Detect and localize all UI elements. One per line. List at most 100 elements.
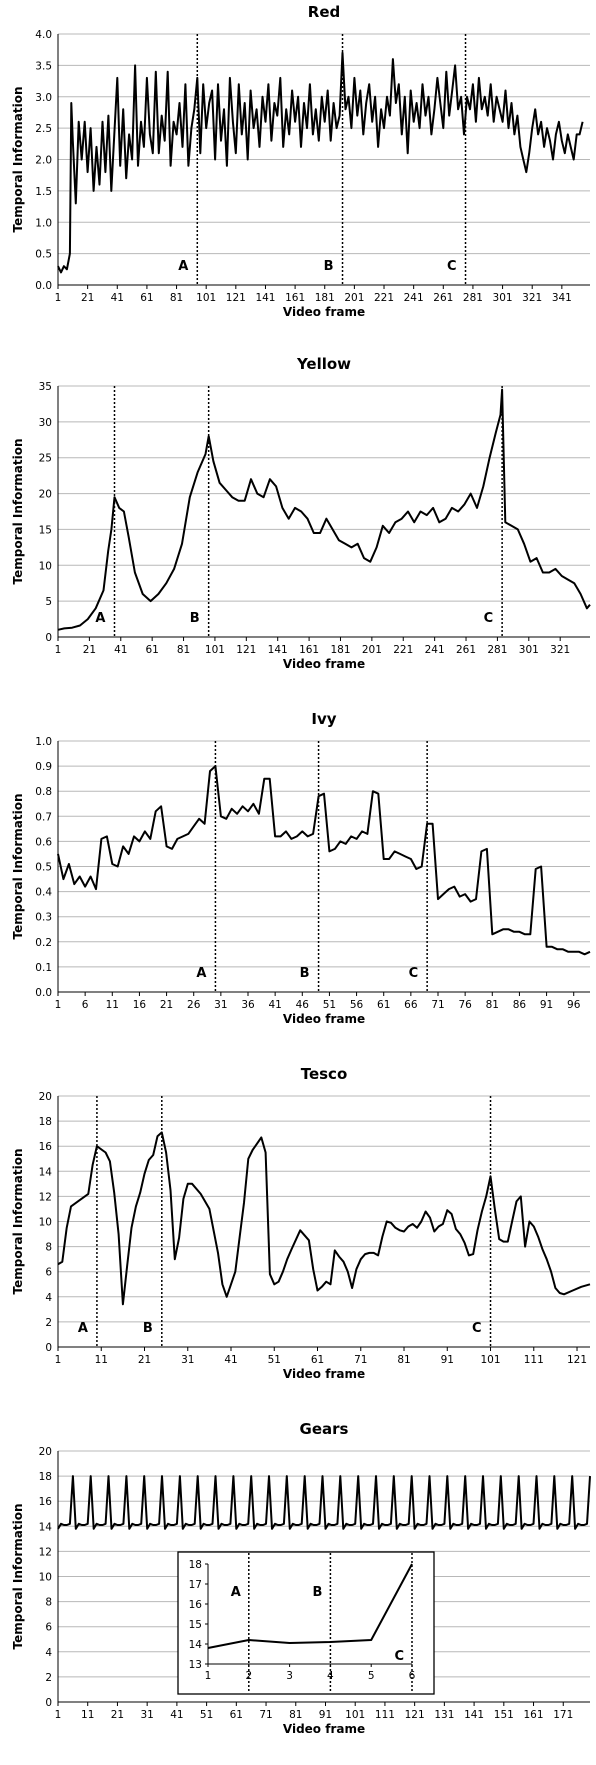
chart-2-xtick: 66 xyxy=(404,999,418,1011)
chart-0-xtick: 101 xyxy=(196,292,216,304)
chart-2-xtick: 26 xyxy=(187,999,201,1011)
chart-0-ytick: 2.0 xyxy=(35,155,52,167)
chart-2-xtick: 61 xyxy=(377,999,390,1011)
chart-1-ytick: 20 xyxy=(39,489,52,501)
chart-4-inset-xtick: 5 xyxy=(368,1670,375,1682)
chart-0-ytick: 1.0 xyxy=(35,217,52,229)
chart-1-series-line xyxy=(57,388,591,631)
chart-2-ytick: 0.4 xyxy=(35,887,52,899)
chart-4-inset-marker-b: B xyxy=(312,1585,322,1600)
chart-0-xtick: 21 xyxy=(81,292,94,304)
chart-2-marker-c: C xyxy=(409,966,419,981)
chart-0-xtick: 161 xyxy=(285,292,305,304)
chart-4-ytick: 14 xyxy=(39,1521,53,1533)
chart-2-ytick: 0.3 xyxy=(35,912,52,924)
chart-1-xtick: 101 xyxy=(205,644,225,656)
chart-3-ytick: 4 xyxy=(45,1292,52,1304)
chart-0-xtick: 181 xyxy=(315,292,335,304)
chart-1-xtick: 141 xyxy=(268,644,288,656)
chart-4-xtick: 131 xyxy=(434,1709,454,1721)
chart-4-ytick: 4 xyxy=(45,1647,52,1659)
chart-1-xlabel: Video frame xyxy=(283,657,365,671)
chart-2-xlabel: Video frame xyxy=(283,1012,365,1026)
chart-2-marker-b: B xyxy=(300,966,310,981)
chart-0-xtick: 81 xyxy=(170,292,183,304)
chart-4-xtick: 81 xyxy=(289,1709,302,1721)
chart-0-marker-c: C xyxy=(447,259,457,274)
chart-2-title: Ivy xyxy=(311,710,336,728)
chart-3-ytick: 2 xyxy=(45,1317,52,1329)
chart-0-xtick: 121 xyxy=(226,292,246,304)
chart-3-marker-c: C xyxy=(472,1321,482,1336)
chart-4-ytick: 6 xyxy=(45,1622,52,1634)
chart-4-ytick: 18 xyxy=(39,1471,52,1483)
chart-3-ylabel: Temporal Information xyxy=(11,1148,25,1294)
chart-0-xlabel: Video frame xyxy=(283,305,365,319)
chart-1-ytick: 5 xyxy=(45,596,52,608)
chart-2-ytick: 0.9 xyxy=(35,761,52,773)
chart-1-xtick: 81 xyxy=(177,644,190,656)
chart-4-xtick: 121 xyxy=(405,1709,425,1721)
chart-3-marker-b: B xyxy=(143,1321,153,1336)
chart-4-xtick: 91 xyxy=(319,1709,332,1721)
chart-2-xtick: 1 xyxy=(55,999,62,1011)
chart-4-ytick: 16 xyxy=(39,1496,53,1508)
chart-0-ytick: 3.0 xyxy=(35,92,52,104)
chart-2-series-line xyxy=(57,765,591,956)
chart-0-xtick: 341 xyxy=(552,292,572,304)
chart-0-xtick: 1 xyxy=(55,292,62,304)
chart-1-marker-b: B xyxy=(190,611,200,626)
chart-4-inset-xtick: 6 xyxy=(409,1670,416,1682)
chart-0-ytick: 0.0 xyxy=(35,280,52,292)
chart-2-xtick: 96 xyxy=(567,999,581,1011)
chart-0-xtick: 201 xyxy=(344,292,364,304)
chart-0-xtick: 241 xyxy=(404,292,424,304)
chart-2-xtick: 81 xyxy=(486,999,499,1011)
chart-2-ytick: 0.1 xyxy=(35,962,52,974)
chart-0-series-line xyxy=(57,51,584,274)
chart-3-ytick: 20 xyxy=(39,1091,52,1103)
chart-0-xtick: 61 xyxy=(140,292,153,304)
chart-0-xtick: 141 xyxy=(255,292,275,304)
chart-4-ytick: 0 xyxy=(45,1697,52,1709)
chart-3-xtick: 111 xyxy=(524,1354,544,1366)
chart-2-ytick: 0.8 xyxy=(35,786,52,798)
chart-3-series-line xyxy=(57,1131,591,1306)
chart-2-xtick: 51 xyxy=(323,999,336,1011)
chart-2-marker-a: A xyxy=(196,966,206,981)
chart-2-xtick: 21 xyxy=(160,999,173,1011)
chart-3-ytick: 0 xyxy=(45,1342,52,1354)
chart-2-ytick: 1.0 xyxy=(35,736,52,748)
chart-2-xtick: 16 xyxy=(133,999,147,1011)
chart-3-ytick: 8 xyxy=(45,1242,52,1254)
chart-1-xtick: 241 xyxy=(425,644,445,656)
chart-4-ylabel: Temporal Information xyxy=(11,1503,25,1649)
chart-3-ytick: 10 xyxy=(39,1217,52,1229)
chart-3-ytick: 12 xyxy=(39,1191,52,1203)
chart-0-xtick: 221 xyxy=(374,292,394,304)
chart-0-ytick: 0.5 xyxy=(35,249,52,261)
chart-2-xtick: 71 xyxy=(431,999,444,1011)
chart-3-ytick: 16 xyxy=(39,1141,53,1153)
chart-2-xtick: 6 xyxy=(82,999,89,1011)
chart-0-xtick: 321 xyxy=(522,292,542,304)
chart-1-xtick: 1 xyxy=(55,644,62,656)
chart-1-marker-c: C xyxy=(484,611,494,626)
chart-4-xtick: 171 xyxy=(553,1709,573,1721)
chart-1-ytick: 25 xyxy=(39,453,52,465)
chart-4-xtick: 111 xyxy=(375,1709,395,1721)
chart-2-ytick: 0.2 xyxy=(35,937,52,949)
chart-0-title: Red xyxy=(308,3,340,21)
chart-3-xtick: 81 xyxy=(397,1354,410,1366)
chart-0-xtick: 261 xyxy=(433,292,453,304)
chart-4-xtick: 161 xyxy=(524,1709,544,1721)
chart-4-inset-xtick: 1 xyxy=(205,1670,212,1682)
chart-3-xtick: 31 xyxy=(181,1354,194,1366)
chart-0-xtick: 301 xyxy=(493,292,513,304)
